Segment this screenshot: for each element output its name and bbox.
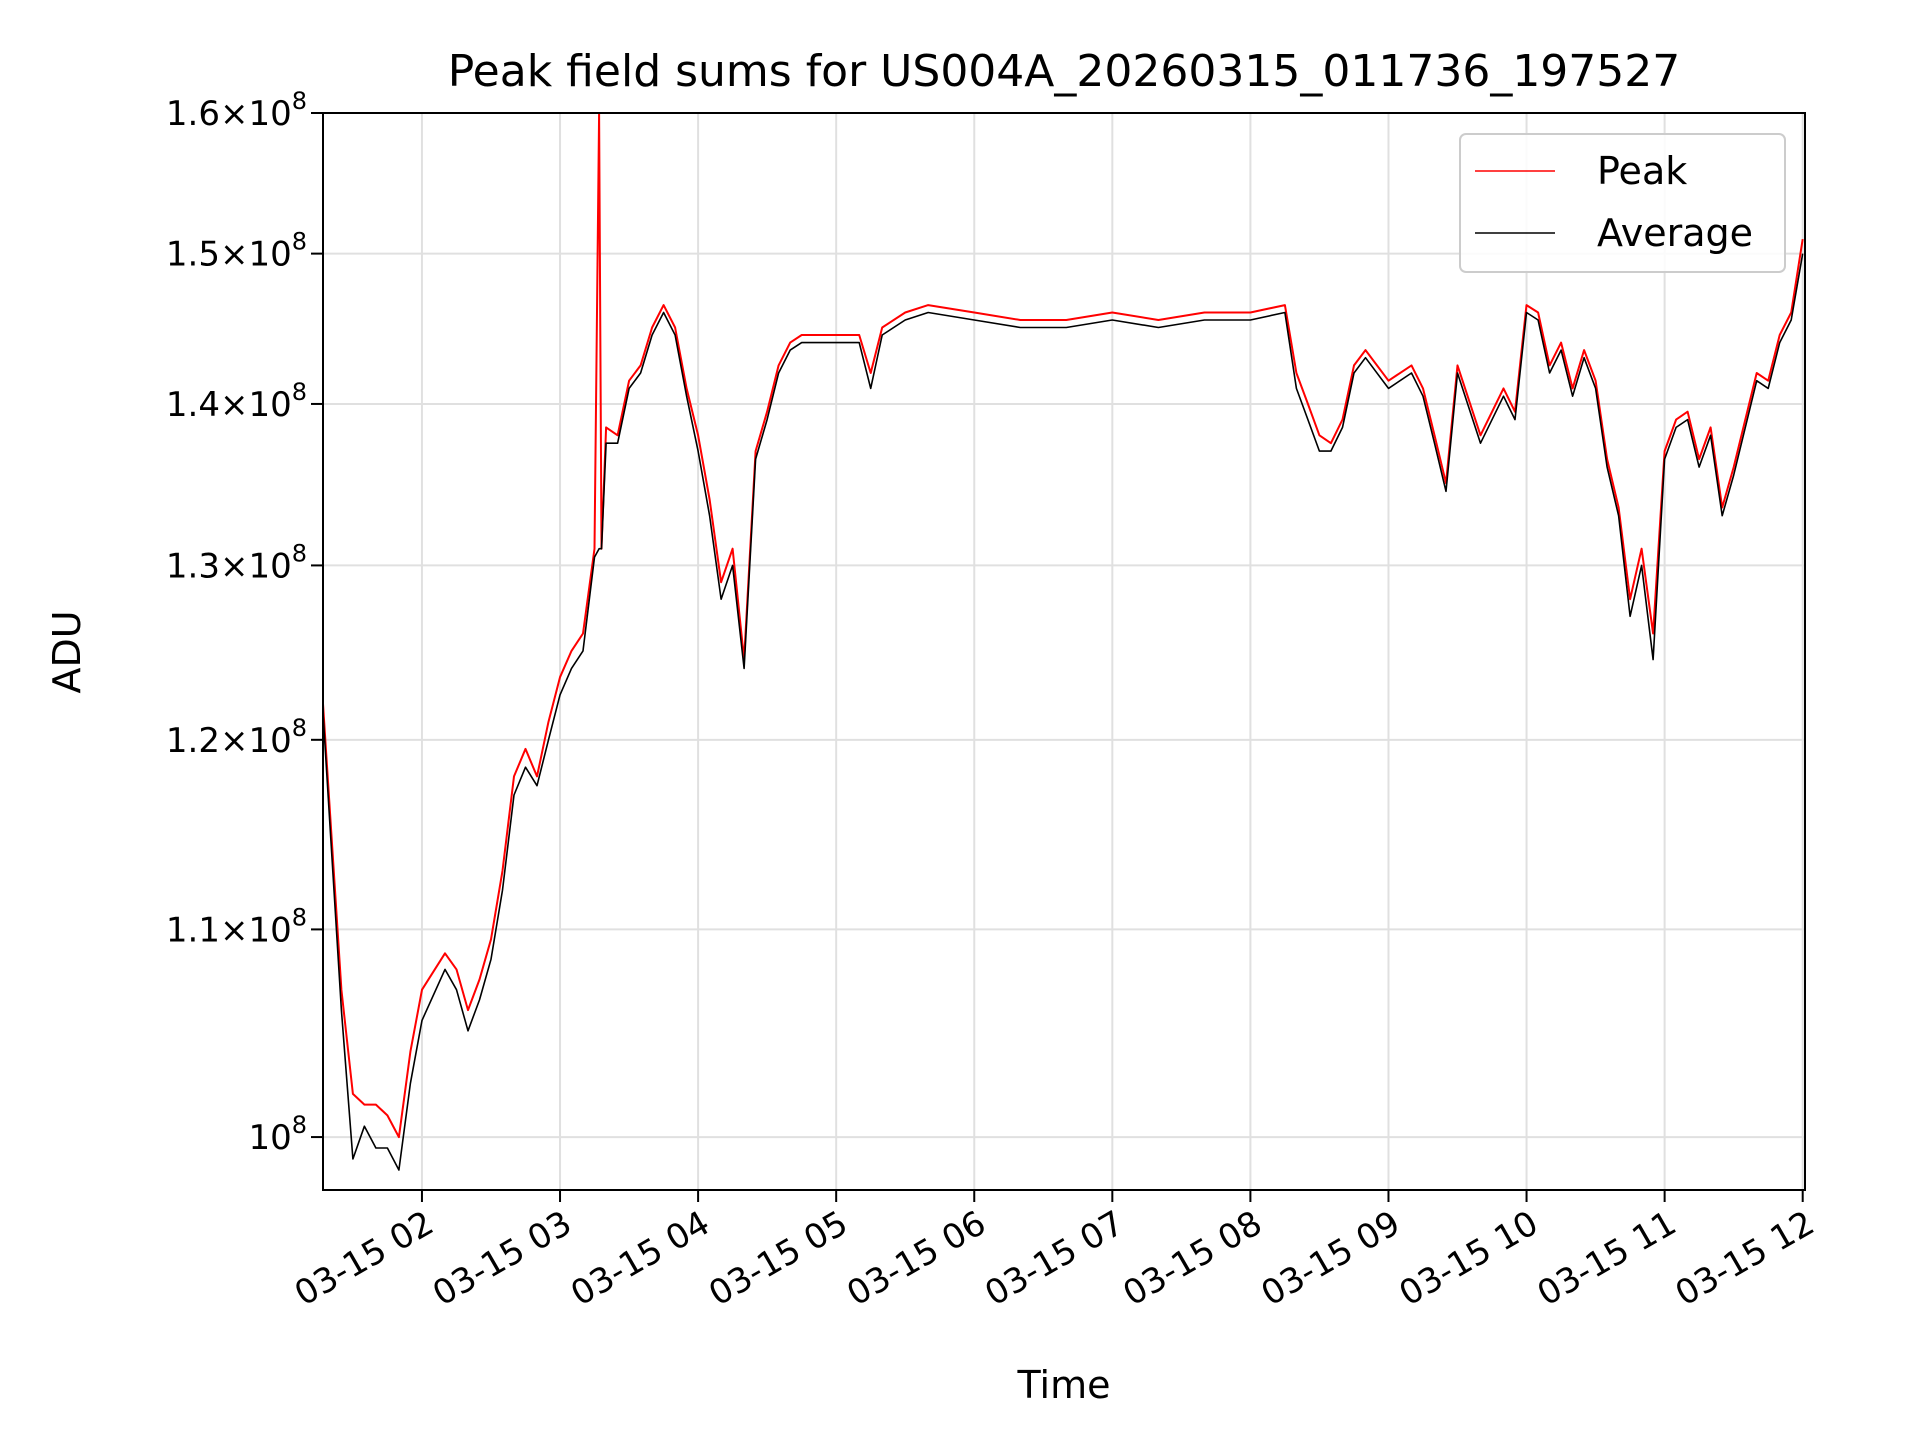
x-tick-label: 03-15 06 — [840, 1203, 992, 1314]
y-tick-label: 1.6×108 — [166, 87, 307, 134]
y-tick-label: 1.5×108 — [166, 228, 307, 275]
series-layer — [322, 112, 1804, 1171]
x-tick-label: 03-15 08 — [1117, 1203, 1269, 1314]
x-tick-label: 03-15 07 — [978, 1203, 1130, 1314]
chart-title: Peak field sums for US004A_20260315_0117… — [448, 46, 1681, 97]
x-tick-label: 03-15 11 — [1531, 1203, 1683, 1314]
series-line-average — [322, 253, 1804, 1171]
y-axis: 108 1.1×108 1.2×108 1.3×108 1.4×108 1.5×108 1.… — [166, 87, 323, 1158]
legend-label-average: Average — [1597, 211, 1753, 255]
x-tick-label: 03-15 04 — [564, 1203, 716, 1314]
y-tick-label: 108 — [248, 1111, 307, 1158]
x-tick-label: 03-15 05 — [702, 1203, 854, 1314]
legend: Peak Average — [1459, 133, 1786, 273]
x-tick-label: 03-15 12 — [1669, 1203, 1821, 1314]
y-axis-label: ADU — [45, 610, 89, 693]
legend-label-peak: Peak — [1597, 149, 1687, 193]
y-tick-label: 1.4×108 — [166, 378, 307, 425]
y-tick-label: 1.2×108 — [166, 714, 307, 761]
y-tick-label: 1.3×108 — [166, 539, 307, 586]
x-tick-label: 03-15 09 — [1255, 1203, 1407, 1314]
x-tick-label: 03-15 10 — [1393, 1203, 1545, 1314]
x-axis-label: Time — [1017, 1363, 1111, 1407]
plot-frame — [322, 112, 1806, 1191]
grid — [323, 112, 1805, 1190]
x-tick-label: 03-15 02 — [288, 1203, 440, 1314]
series-line-peak — [322, 112, 1804, 1139]
y-tick-label: 1.1×108 — [166, 903, 307, 950]
legend-box — [1459, 133, 1786, 273]
x-tick-label: 03-15 03 — [426, 1203, 578, 1314]
